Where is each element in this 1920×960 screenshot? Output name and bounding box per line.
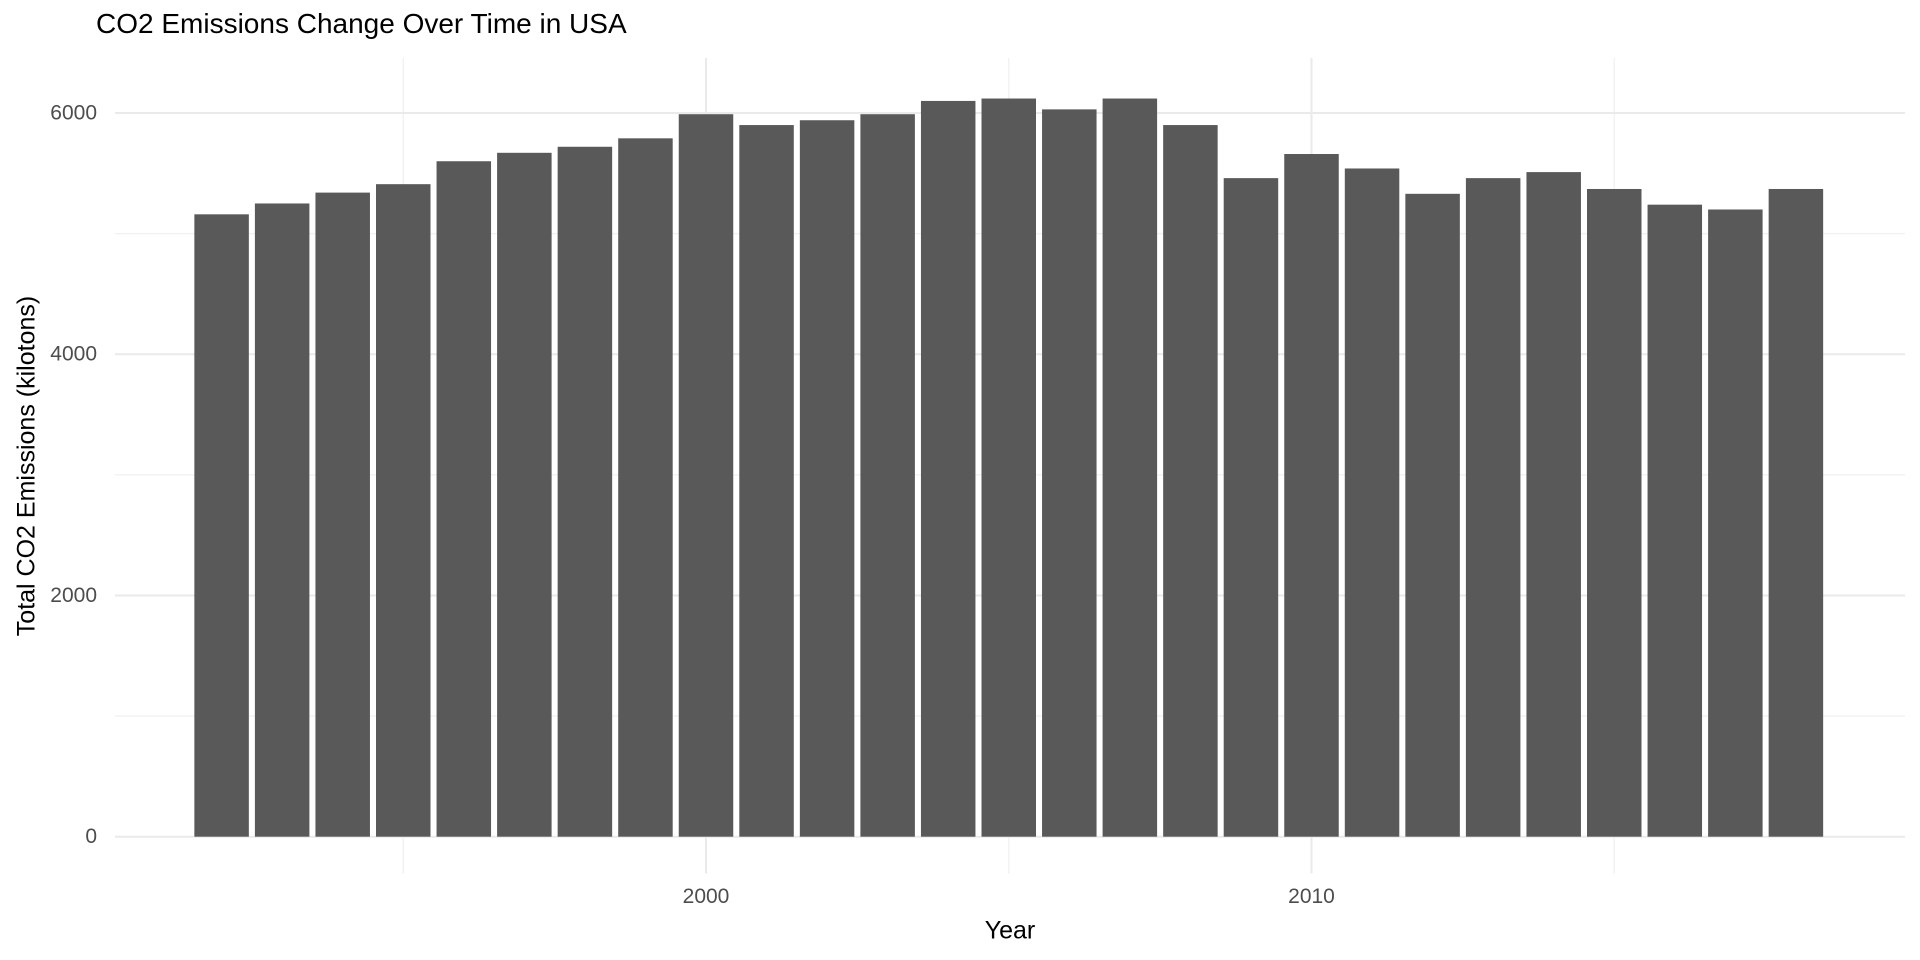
bar-1999 — [618, 138, 673, 837]
y-tick-label-6000: 6000 — [50, 101, 97, 124]
bar-2016 — [1647, 204, 1703, 837]
x-tick-label-2000: 2000 — [683, 885, 730, 908]
bar-2012 — [1405, 193, 1460, 837]
bar-1992 — [194, 214, 249, 837]
bar-2018 — [1768, 188, 1824, 837]
bar-2001 — [739, 125, 794, 837]
bar-1993 — [254, 203, 310, 837]
bar-2011 — [1344, 168, 1400, 837]
x-tick-label-2010: 2010 — [1288, 885, 1335, 908]
bar-2009 — [1223, 178, 1279, 837]
plot-title: CO2 Emissions Change Over Time in USA — [96, 8, 627, 39]
bar-1995 — [376, 184, 431, 837]
bar-1998 — [557, 146, 613, 837]
bar-2000 — [678, 114, 734, 837]
y-tick-label-4000: 4000 — [50, 343, 97, 366]
bar-2010 — [1284, 154, 1339, 837]
bar-2004 — [920, 100, 976, 837]
y-tick-label-2000: 2000 — [50, 584, 97, 607]
bar-2017 — [1708, 209, 1763, 837]
y-tick-label-0: 0 — [85, 825, 97, 848]
bar-1996 — [436, 161, 492, 837]
bar-2002 — [799, 120, 855, 837]
bar-1997 — [497, 152, 552, 837]
bar-2015 — [1587, 188, 1642, 837]
x-axis-title: Year — [984, 916, 1036, 945]
bar-2005 — [981, 98, 1036, 837]
bar-1994 — [315, 192, 370, 837]
bar-2006 — [1042, 109, 1097, 837]
bar-2007 — [1102, 98, 1158, 837]
bar-2008 — [1163, 125, 1218, 837]
bar-2013 — [1465, 178, 1521, 837]
bar-2014 — [1526, 172, 1581, 837]
bar-2003 — [860, 114, 915, 837]
